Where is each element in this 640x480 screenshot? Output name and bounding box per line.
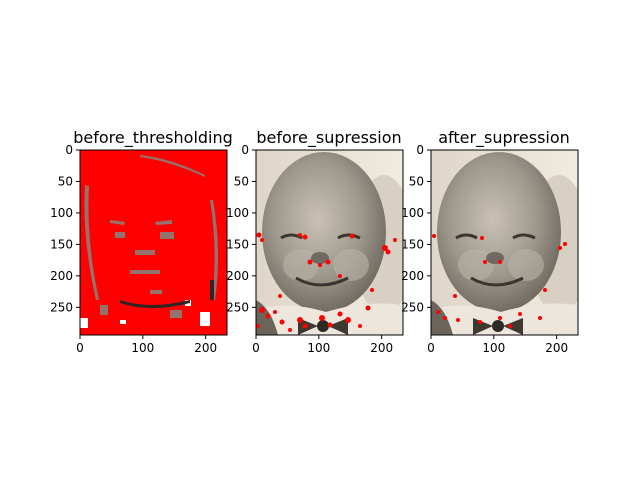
y-tick-label: 150 (226, 237, 249, 251)
axis-ticks: 0 100 200 0 50 100 150 200 250 (226, 143, 393, 355)
y-tick-label: 150 (401, 237, 424, 251)
axis-ticks: 0 100 200 0 50 100 150 200 250 (50, 143, 217, 355)
thresholded-image (80, 150, 227, 335)
panel-after-supression: after_supression 0 100 200 0 50 100 150 200 250 (401, 128, 579, 355)
corner-markers (256, 232, 397, 332)
y-tick-label: 50 (58, 174, 73, 188)
x-tick-label: 100 (307, 341, 330, 355)
x-tick-label: 100 (482, 341, 505, 355)
panel-title: before_supression (256, 128, 401, 148)
y-tick-label: 100 (226, 206, 249, 220)
x-tick-label: 0 (76, 341, 84, 355)
panel-before-thresholding: before_thresholding (50, 128, 233, 355)
y-tick-label: 200 (401, 269, 424, 283)
corner-markers (432, 234, 567, 328)
x-tick-label: 100 (131, 341, 154, 355)
y-tick-label: 100 (50, 206, 73, 220)
y-tick-label: 0 (416, 143, 424, 157)
panel-title: before_thresholding (73, 128, 233, 148)
axis-ticks: 0 100 200 0 50 100 150 200 250 (401, 143, 568, 355)
x-tick-label: 200 (194, 341, 217, 355)
y-tick-label: 100 (401, 206, 424, 220)
x-tick-label: 0 (252, 341, 260, 355)
y-tick-label: 200 (50, 269, 73, 283)
y-tick-label: 0 (241, 143, 249, 157)
baby-photo (256, 150, 403, 335)
baby-photo (431, 150, 578, 335)
y-tick-label: 250 (50, 300, 73, 314)
x-tick-label: 0 (427, 341, 435, 355)
panel-title: after_supression (438, 128, 570, 148)
y-tick-label: 0 (65, 143, 73, 157)
y-tick-label: 250 (226, 300, 249, 314)
y-tick-label: 200 (226, 269, 249, 283)
y-tick-label: 250 (401, 300, 424, 314)
y-tick-label: 50 (234, 174, 249, 188)
x-tick-label: 200 (370, 341, 393, 355)
x-tick-label: 200 (545, 341, 568, 355)
y-tick-label: 50 (409, 174, 424, 188)
y-tick-label: 150 (50, 237, 73, 251)
